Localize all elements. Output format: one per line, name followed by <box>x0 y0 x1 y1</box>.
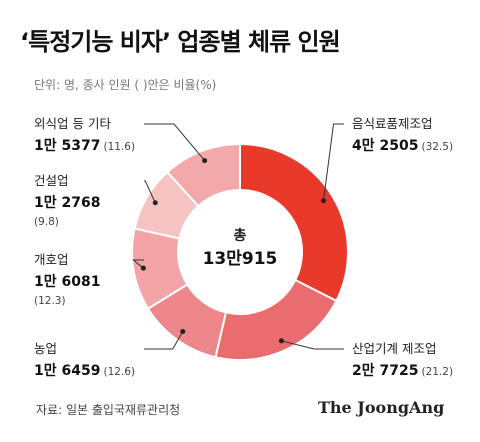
slice-label-value: 2만 7725 (21.2) <box>352 363 453 379</box>
leader-dot-2 <box>278 338 284 344</box>
slice-label-percent: (12.3) <box>34 295 66 307</box>
slice-label-percent: (12.6) <box>103 366 135 378</box>
slice-label-name: 건설업 <box>34 173 69 188</box>
leader-line-2 <box>281 340 344 350</box>
donut-slices <box>131 142 349 361</box>
slice-label-percent: (21.2) <box>421 366 453 378</box>
center-label-value: 13만915 <box>203 249 278 269</box>
slice-label-value: 1만 6081 <box>34 274 100 290</box>
chart-title: ‘특정기능 비자’ 업종별 체류 인원 <box>20 28 341 56</box>
slice-label-percent: (11.6) <box>103 141 135 153</box>
leader-line-5 <box>144 180 156 203</box>
slice-label-percent: (9.8) <box>34 216 59 228</box>
source-note: 자료: 일본 출입국재류관리청 <box>36 403 181 417</box>
slice-label-percent: (32.5) <box>421 141 453 153</box>
leader-dot-1 <box>321 198 327 204</box>
leader-line-1 <box>323 123 344 201</box>
slice-label-name: 개호업 <box>34 252 69 267</box>
chart-subtitle: 단위: 명, 종사 인원 ( )안은 비율(%) <box>34 78 217 92</box>
slice-label-name: 농업 <box>34 341 57 356</box>
slice-label-name: 산업기계 제조업 <box>352 341 436 356</box>
slice-label-value: 1만 5377 (11.6) <box>34 138 135 154</box>
leader-dot-3 <box>180 329 186 335</box>
leader-line-6 <box>144 123 206 161</box>
slice-label-name: 음식료품제조업 <box>352 116 433 131</box>
slice-label-value: 1만 6459 (12.6) <box>34 363 135 379</box>
slice-label-value: 1만 2768 <box>34 195 100 211</box>
leader-line-3 <box>144 331 184 350</box>
brand-logo: The JoongAng <box>318 398 445 417</box>
slice-labels: 음식료품제조업 4만 2505 (32.5) 산업기계 제조업 2만 7725 (21.2… <box>34 116 453 379</box>
slice-label-name: 외식업 등 기타 <box>34 116 111 131</box>
leader-line-4 <box>131 259 144 269</box>
leader-lines <box>131 123 344 350</box>
leader-dot-6 <box>202 158 208 164</box>
slice-label-value: 4만 2505 (32.5) <box>352 138 453 154</box>
leader-dot-4 <box>140 265 146 271</box>
center-label-total: 총 <box>234 228 247 244</box>
donut-hole <box>178 190 302 314</box>
leader-dot-5 <box>152 200 158 206</box>
